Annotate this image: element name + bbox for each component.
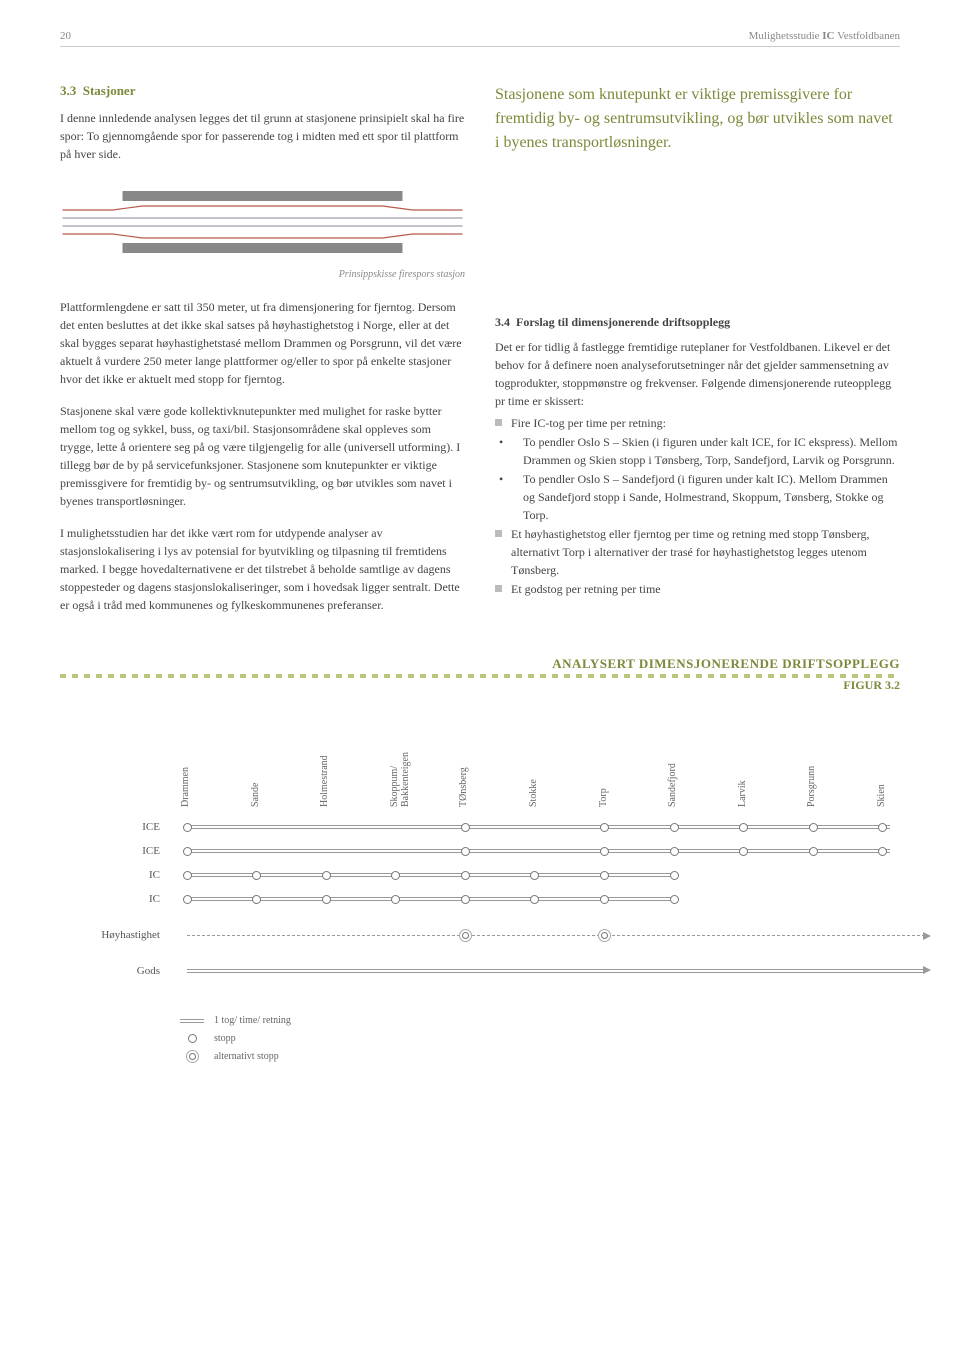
- route-row: ICE: [180, 815, 890, 839]
- page-number: 20: [60, 30, 71, 42]
- right-para-1: Det er for tidlig å fastlegge fremtidige…: [495, 338, 900, 410]
- stop-marker: [670, 895, 679, 904]
- para-4: I mulighetsstudien har det ikke vært rom…: [60, 524, 465, 614]
- station-principle-sketch: [60, 177, 465, 267]
- stop-marker: [252, 871, 261, 880]
- station-label: Holmestrand: [319, 733, 333, 807]
- figure1-caption: Prinsippskisse firespors stasjon: [60, 269, 465, 280]
- route-row: Gods: [180, 959, 890, 983]
- stop-marker: [391, 871, 400, 880]
- station-label: Porsgrunn: [806, 733, 820, 807]
- stop-marker: [322, 895, 331, 904]
- stop-marker: [600, 823, 609, 832]
- station-label: Larvik: [737, 733, 751, 807]
- stop-marker: [461, 847, 470, 856]
- station-label: TØnsberg: [458, 733, 472, 807]
- route-diagram: Drammen Sande Holmestrand Skoppum/ Bakkente…: [60, 733, 900, 983]
- stop-marker: [183, 895, 192, 904]
- route-row-label: Høyhastighet: [60, 929, 170, 941]
- route-row: Høyhastighet: [180, 923, 890, 947]
- stop-marker: [183, 823, 192, 832]
- bullet-subitem: To pendler Oslo S – Skien (i figuren und…: [495, 433, 900, 469]
- route-row-label: Gods: [60, 965, 170, 977]
- doc-title: Mulighetsstudie IC Vestfoldbanen: [749, 30, 900, 42]
- stop-marker: [461, 895, 470, 904]
- stop-marker: [739, 823, 748, 832]
- route-line: [187, 969, 925, 973]
- station-label: Drammen: [180, 733, 194, 807]
- route-row-label: IC: [60, 893, 170, 905]
- stop-marker: [809, 847, 818, 856]
- station-label: Skoppum/ Bakkenteigen: [389, 733, 403, 807]
- legend: 1 tog/ time/ retning stopp alternativt s…: [60, 1013, 900, 1063]
- bullet-item: Fire IC-tog per time per retning:: [495, 414, 900, 432]
- legend-double-line-icon: [180, 1020, 204, 1021]
- subsection-heading: 3.4 Forslag til dimensjonerende driftsop…: [495, 315, 900, 330]
- route-row: ICE: [180, 839, 890, 863]
- stop-marker: [809, 823, 818, 832]
- stop-marker: [600, 847, 609, 856]
- stop-marker: [739, 847, 748, 856]
- stop-marker: [461, 871, 470, 880]
- route-row-label: ICE: [60, 845, 170, 857]
- stop-marker: [461, 823, 470, 832]
- stop-marker: [878, 847, 887, 856]
- station-label: Sande: [250, 733, 264, 807]
- bullet-subitem: To pendler Oslo S – Sandefjord (i figure…: [495, 470, 900, 524]
- legend-label: stopp: [214, 1033, 236, 1044]
- stop-marker: [183, 847, 192, 856]
- bullet-list: Fire IC-tog per time per retning: To pen…: [495, 414, 900, 598]
- page-header: 20 Mulighetsstudie IC Vestfoldbanen: [60, 30, 900, 47]
- callout-quote: Stasjonene som knutepunkt er viktige pre…: [495, 83, 900, 155]
- legend-label: alternativt stopp: [214, 1051, 279, 1062]
- stop-marker: [670, 847, 679, 856]
- route-row-label: IC: [60, 869, 170, 881]
- stop-marker: [878, 823, 887, 832]
- station-label: Torp: [598, 733, 612, 807]
- legend-stop-icon: [188, 1034, 197, 1043]
- alt-stop-marker: [598, 929, 611, 942]
- stop-marker: [530, 895, 539, 904]
- stop-marker: [252, 895, 261, 904]
- stop-marker: [322, 871, 331, 880]
- route-row-label: ICE: [60, 821, 170, 833]
- stop-marker: [391, 895, 400, 904]
- para-3: Stasjonene skal være gode kollektivknute…: [60, 402, 465, 510]
- stop-marker: [183, 871, 192, 880]
- bullet-item: Et høyhastighetstog eller fjerntog per t…: [495, 525, 900, 579]
- stop-marker: [530, 871, 539, 880]
- station-label: Sandefjord: [667, 733, 681, 807]
- station-label: Stokke: [528, 733, 542, 807]
- station-label: Skien: [876, 733, 890, 807]
- intro-paragraph: I denne innledende analysen legges det t…: [60, 109, 465, 163]
- stop-marker: [600, 895, 609, 904]
- route-row: IC: [180, 887, 890, 911]
- legend-label: 1 tog/ time/ retning: [214, 1015, 291, 1026]
- figure2-title: ANALYSERT DIMENSJONERENDE DRIFTSOPPLEGG: [60, 656, 900, 672]
- section-heading: 3.3 Stasjoner: [60, 83, 465, 99]
- alt-stop-marker: [459, 929, 472, 942]
- route-row: IC: [180, 863, 890, 887]
- bullet-item: Et godstog per retning per time: [495, 580, 900, 598]
- stop-marker: [670, 823, 679, 832]
- figure2-title-block: ANALYSERT DIMENSJONERENDE DRIFTSOPPLEGG …: [60, 656, 900, 693]
- legend-alt-stop-icon: [186, 1050, 199, 1063]
- figure2-subtitle: FIGUR 3.2: [60, 678, 900, 693]
- stop-marker: [600, 871, 609, 880]
- stop-marker: [670, 871, 679, 880]
- para-2: Plattformlengdene er satt til 350 meter,…: [60, 298, 465, 388]
